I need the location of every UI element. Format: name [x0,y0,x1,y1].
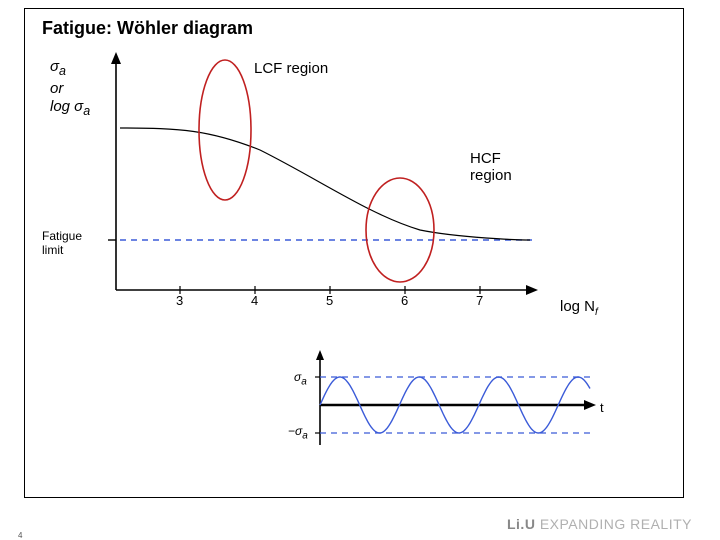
neg-sigma-a-label: −σa [288,424,308,441]
footer-brand: Li.U EXPANDING REALITY [507,516,692,532]
t-axis-label: t [600,400,604,415]
sinusoid-chart [0,0,720,540]
sigma-a-label: σa [294,370,307,387]
page-number: 4 [18,531,22,540]
